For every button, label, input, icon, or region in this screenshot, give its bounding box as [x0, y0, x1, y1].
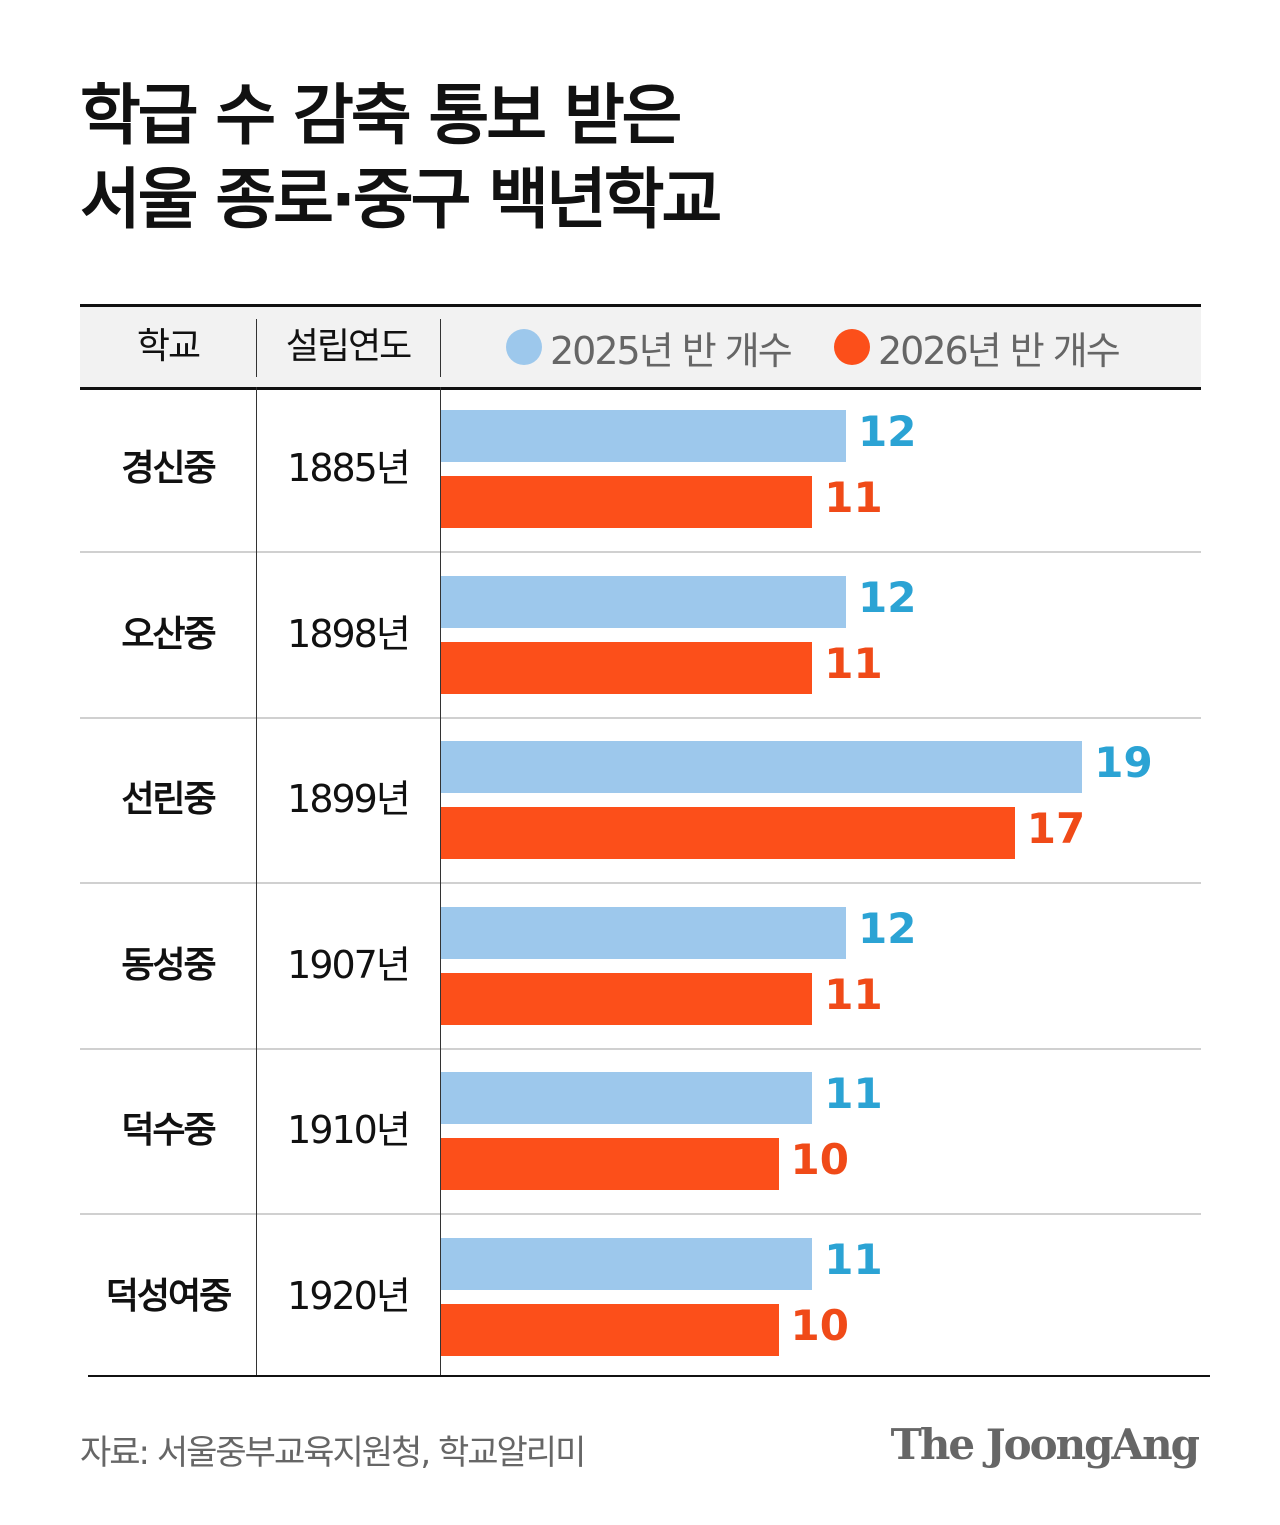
value-label-2026: 17 — [1026, 804, 1086, 853]
source-note: 자료: 서울중부교육지원청, 학교알리미 — [80, 1433, 586, 1473]
value-label-2025: 19 — [1094, 738, 1153, 787]
value-label-2025: 12 — [858, 903, 917, 953]
value-label-2025: 11 — [824, 1069, 883, 1118]
column-divider — [256, 387, 257, 1376]
legend-2025: 2025년 반 개수 — [506, 307, 793, 387]
table-row: 오산중 1898년 12 11 — [80, 552, 1201, 719]
bar-2026 — [441, 807, 1015, 859]
publisher-logo: The JoongAng — [890, 1420, 1200, 1469]
founded-year: 1899년 — [287, 777, 411, 821]
bar-2026 — [441, 1138, 779, 1190]
bar-2025 — [441, 906, 846, 959]
axis-line — [440, 387, 441, 1376]
school-name: 덕수중 — [121, 1110, 216, 1151]
founded-year: 1920년 — [287, 1273, 411, 1318]
bar-2026 — [441, 972, 813, 1025]
table-row: 덕수중 1910년 11 10 — [80, 1048, 1201, 1215]
school-name: 오산중 — [121, 613, 216, 655]
value-label-2026: 10 — [790, 1135, 849, 1184]
bar-2026 — [441, 476, 813, 528]
bar-2026 — [441, 641, 813, 694]
bar-2025 — [441, 741, 1083, 793]
table-row: 경신중 1885년 12 11 — [80, 386, 1201, 553]
header-divider — [440, 319, 441, 377]
table-row: 덕성여중 1920년 11 10 — [80, 1214, 1201, 1379]
founded-year: 1907년 — [287, 942, 411, 987]
school-name: 경신중 — [121, 448, 216, 489]
header-year: 설립연도 — [285, 326, 412, 367]
school-name: 덕성여중 — [105, 1275, 232, 1317]
header-school: 학교 — [136, 326, 201, 367]
value-label-2026: 11 — [824, 473, 883, 522]
title-line-1: 학급 수 감축 통보 받은 — [80, 77, 682, 154]
bar-2025 — [441, 1072, 813, 1124]
bar-2025 — [441, 1237, 813, 1290]
bottom-rule — [88, 1375, 1210, 1377]
value-label-2025: 12 — [858, 572, 917, 622]
value-label-2025: 11 — [824, 1234, 883, 1284]
school-name: 동성중 — [121, 944, 216, 986]
founded-year: 1885년 — [287, 446, 411, 490]
legend-swatch-2026 — [834, 329, 870, 365]
bar-2025 — [441, 410, 846, 462]
founded-year: 1898년 — [287, 611, 411, 656]
founded-year: 1910년 — [287, 1108, 411, 1152]
bar-2025 — [441, 575, 846, 628]
table-header: 학교 설립연도 2025년 반 개수 2026년 반 개수 — [80, 304, 1201, 390]
header-divider — [256, 319, 257, 377]
title-line-2: 서울 종로·중구 백년학교 — [80, 161, 722, 238]
legend-label-2025: 2025년 반 개수 — [550, 328, 793, 373]
legend-label-2026: 2026년 반 개수 — [878, 328, 1121, 373]
bar-2026 — [441, 1303, 779, 1356]
table-row: 선린중 1899년 19 17 — [80, 717, 1201, 884]
legend-2026: 2026년 반 개수 — [834, 307, 1121, 387]
table-row: 동성중 1907년 12 11 — [80, 883, 1201, 1050]
value-label-2026: 11 — [824, 638, 883, 688]
value-label-2025: 12 — [858, 407, 917, 456]
chart-title: 학급 수 감축 통보 받은 서울 종로·중구 백년학교 — [80, 74, 722, 242]
school-name: 선린중 — [121, 779, 216, 820]
value-label-2026: 11 — [824, 969, 883, 1019]
legend-swatch-2025 — [506, 329, 542, 365]
value-label-2026: 10 — [790, 1300, 849, 1350]
